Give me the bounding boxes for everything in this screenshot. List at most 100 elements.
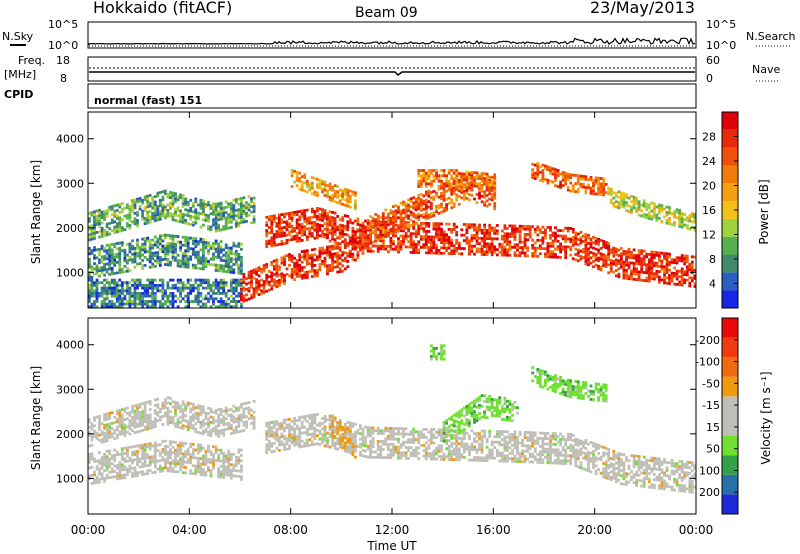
heatmap-cell — [310, 275, 314, 278]
heatmap-cell — [148, 418, 152, 422]
heatmap-cell — [475, 242, 479, 245]
heatmap-cell — [186, 286, 190, 290]
heatmap-cell — [485, 242, 489, 246]
heatmap-cell — [336, 228, 340, 232]
heatmap-cell — [376, 227, 380, 231]
heatmap-cell — [214, 239, 218, 243]
heatmap-cell — [604, 183, 608, 186]
heatmap-cell — [617, 203, 621, 207]
heatmap-cell — [148, 260, 152, 264]
heatmap-cell — [103, 469, 106, 472]
heatmap-cell — [88, 420, 91, 424]
heatmap-cell — [437, 177, 441, 180]
heatmap-cell — [690, 215, 694, 218]
colorbar-swatch — [722, 290, 738, 308]
heatmap-cell — [196, 289, 200, 293]
heatmap-cell — [650, 250, 654, 254]
heatmap-cell — [397, 229, 400, 233]
heatmap-cell — [485, 183, 489, 187]
heatmap-cell — [647, 266, 651, 270]
heatmap-cell — [447, 222, 451, 226]
heatmap-cell — [280, 277, 284, 281]
heatmap-cell — [118, 205, 122, 209]
heatmap-cell — [597, 248, 600, 252]
heatmap-cell — [495, 224, 499, 227]
heatmap-cell — [176, 449, 180, 452]
heatmap-cell — [194, 294, 198, 298]
heatmap-cell — [267, 218, 271, 221]
heatmap-cell — [143, 414, 147, 418]
heatmap-cell — [609, 259, 613, 262]
heatmap-cell — [579, 182, 583, 186]
heatmap-cell — [98, 214, 101, 217]
heatmap-cell — [424, 209, 428, 213]
heatmap-cell — [169, 201, 172, 205]
heatmap-cell — [457, 194, 461, 198]
heatmap-cell — [181, 202, 185, 206]
heatmap-cell — [224, 264, 228, 268]
heatmap-cell — [452, 222, 456, 226]
heatmap-cell — [214, 445, 218, 449]
heatmap-cell — [196, 302, 200, 306]
heatmap-cell — [574, 237, 578, 240]
heatmap-cell — [169, 415, 172, 419]
heatmap-cell — [120, 207, 124, 211]
heatmap-cell — [341, 264, 345, 268]
heatmap-cell — [369, 231, 372, 234]
heatmap-cell — [288, 238, 291, 242]
heatmap-cell — [227, 205, 231, 209]
heatmap-cell — [642, 257, 646, 261]
heatmap-cell — [533, 246, 537, 250]
heatmap-cell — [115, 209, 119, 212]
heatmap-cell — [108, 208, 112, 212]
heatmap-cell — [288, 253, 291, 256]
heatmap-cell — [305, 227, 309, 231]
heatmap-cell — [371, 224, 375, 228]
heatmap-cell — [323, 227, 327, 231]
heatmap-cell — [166, 412, 170, 416]
heatmap-cell — [166, 244, 170, 248]
heatmap-cell — [579, 255, 583, 258]
heatmap-cell — [93, 210, 96, 214]
heatmap-cell — [432, 198, 436, 201]
heatmap-cell — [143, 453, 147, 457]
heatmap-cell — [270, 284, 274, 288]
heatmap-cell — [272, 283, 276, 287]
heatmap-cell — [341, 219, 345, 222]
heatmap-cell — [252, 416, 256, 419]
heatmap-cell — [678, 222, 682, 226]
heatmap-cell — [412, 196, 416, 200]
heatmap-cell — [204, 281, 208, 285]
heatmap-cell — [468, 250, 471, 253]
heatmap-cell — [485, 253, 489, 256]
heatmap-cell — [417, 199, 421, 203]
heatmap-cell — [153, 454, 157, 458]
heatmap-cell — [647, 261, 651, 264]
heatmap-cell — [110, 411, 114, 414]
heatmap-cell — [374, 218, 378, 222]
heatmap-cell — [655, 272, 659, 276]
heatmap-cell — [338, 202, 342, 205]
heatmap-cell — [688, 217, 692, 220]
heatmap-cell — [199, 284, 203, 287]
heatmap-cell — [500, 251, 504, 254]
heatmap-cell — [255, 283, 258, 287]
heatmap-cell — [108, 302, 112, 306]
heatmap-cell — [480, 174, 484, 178]
heatmap-cell — [222, 209, 226, 212]
heatmap-cell — [179, 300, 182, 303]
heatmap-cell — [265, 221, 269, 224]
heatmap-cell — [592, 241, 595, 245]
heatmap-cell — [227, 302, 231, 306]
heatmap-cell — [427, 177, 431, 180]
heatmap-cell — [589, 240, 593, 244]
heatmap-cell — [298, 269, 302, 273]
heatmap-cell — [237, 425, 241, 428]
heatmap-cell — [589, 237, 593, 241]
heatmap-cell — [120, 286, 124, 290]
heatmap-cell — [181, 262, 185, 266]
heatmap-cell — [98, 292, 101, 295]
heatmap-cell — [310, 253, 314, 257]
heatmap-cell — [128, 286, 132, 290]
heatmap-cell — [290, 211, 294, 215]
